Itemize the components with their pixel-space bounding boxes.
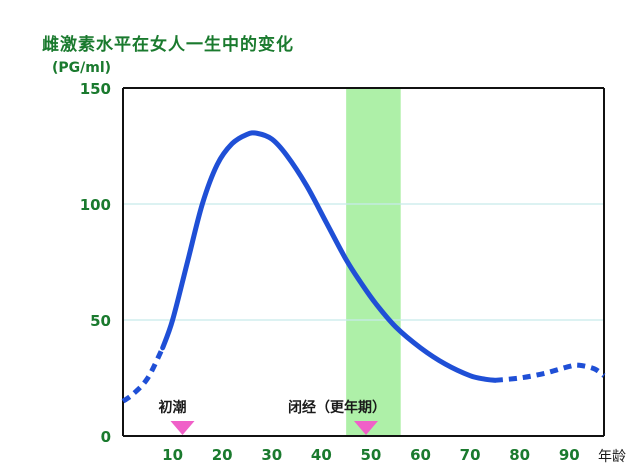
x-tick-label-80: 80 xyxy=(509,446,530,464)
x-tick-label-50: 50 xyxy=(361,446,382,464)
annotation-marker xyxy=(170,421,195,435)
x-tick-label-40: 40 xyxy=(311,446,332,464)
y-axis-unit: (PG/ml) xyxy=(52,60,111,76)
x-axis-ticks: 10 20 30 40 50 60 70 80 90 xyxy=(162,446,580,464)
curve-solid xyxy=(160,130,498,383)
annotation-marker xyxy=(353,421,378,435)
y-tick-label-50: 50 xyxy=(90,312,111,330)
x-tick-label-60: 60 xyxy=(410,446,431,464)
y-tick-label-150: 150 xyxy=(80,80,111,98)
annotation-label: 初潮 xyxy=(159,399,187,416)
menopause-band-rect xyxy=(346,88,401,436)
y-tick-label-0: 0 xyxy=(101,428,111,446)
y-axis-ticks: 0 50 100 150 xyxy=(80,80,111,446)
x-tick-label-20: 20 xyxy=(212,446,233,464)
x-tick-label-90: 90 xyxy=(559,446,580,464)
menopause-band xyxy=(346,88,401,436)
plot-frame xyxy=(122,87,605,437)
annotations: 初潮 闭经（更年期） xyxy=(159,399,386,435)
x-tick-label-70: 70 xyxy=(460,446,481,464)
annotation-label: 闭经（更年期） xyxy=(288,399,386,416)
curve-dashed-start xyxy=(121,346,165,404)
x-tick-label-30: 30 xyxy=(261,446,282,464)
curve-dashed-end xyxy=(494,362,606,383)
x-tick-label-10: 10 xyxy=(162,446,183,464)
y-tick-label-100: 100 xyxy=(80,196,111,214)
x-axis-label: 年龄 xyxy=(598,449,626,465)
estrogen-curve xyxy=(121,130,606,404)
chart-title: 雌激素水平在女人一生中的变化 xyxy=(42,34,294,55)
